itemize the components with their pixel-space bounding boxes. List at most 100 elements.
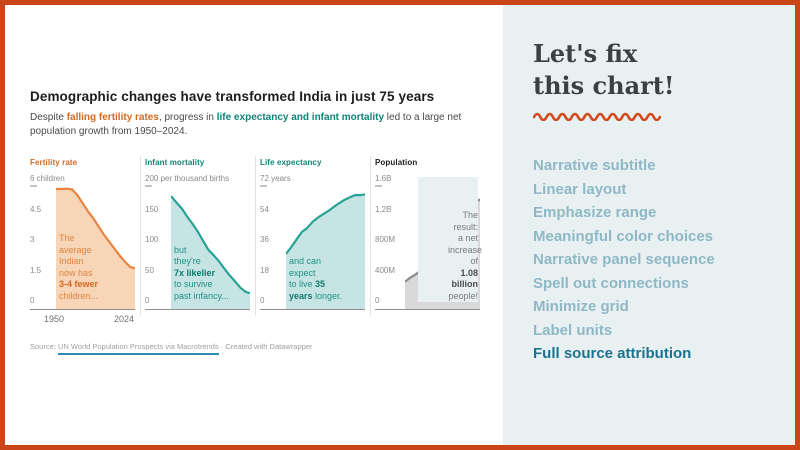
annotation-segment: expect: [289, 267, 316, 278]
chart-panel-infant-mortality: Infant mortality 200 per thousand births 1…: [145, 158, 250, 324]
annotation-line: 1.08 billion: [448, 267, 479, 291]
fix-title-line2: this chart!: [533, 71, 675, 100]
annotation-line: average: [59, 245, 109, 257]
chart-panel-life-expectancy: Life expectancy 72 years 54 36 18 0 and can exp…: [260, 158, 365, 324]
area-chart-svg: [171, 195, 250, 309]
fix-list-item: Narrative panel sequence: [533, 251, 715, 268]
y-axis-top-tick: 200 per thousand births: [145, 170, 250, 187]
fix-list-item: Linear layout: [533, 180, 627, 198]
annotation-line: increase of: [448, 245, 482, 268]
annotation-segment: result:: [453, 221, 478, 232]
source-prefix: Source:: [30, 342, 58, 351]
chart-panel-fertility-rate: Fertility rate 6 children 4.5 3 1.5 0 The avera…: [30, 158, 135, 324]
tick-value: 50: [145, 265, 154, 275]
fix-list-item: Spell out connections: [533, 274, 689, 292]
fix-title-line1: Let's fix: [533, 39, 638, 68]
annotation-segment: increase of: [448, 244, 483, 267]
tick-dash: [375, 185, 382, 187]
trend-line: [171, 195, 250, 295]
subtitle-segment: led to a large net population growth fro…: [30, 112, 462, 137]
annotation-line: now has: [59, 268, 109, 280]
tick-value: 150: [145, 204, 159, 214]
annotation-line: 3-4 fewer: [59, 279, 109, 291]
annotation-line: Indian: [59, 256, 109, 268]
tick-value: 1.2B: [375, 204, 392, 214]
annotation-segment: longer.: [312, 290, 343, 301]
tick-value: 1.5: [30, 265, 42, 275]
annotation-segment: they're: [174, 256, 201, 266]
annotation-line: The: [59, 233, 109, 245]
annotation-line: children...: [59, 291, 109, 303]
annotation-segment: people!: [448, 290, 478, 301]
annotation-segment: to live: [289, 279, 316, 289]
annotation-line: a net: [448, 233, 478, 245]
plot-surface: The average Indian now has 3-4 fewer children…: [56, 187, 135, 309]
annotation-line: but: [174, 245, 238, 257]
fix-list-item: Minimize grid: [533, 298, 629, 315]
chart-title: Demographic changes have transformed Ind…: [30, 89, 435, 104]
x-tick-label: 1950: [44, 314, 65, 324]
y-axis-labels: 4.5 3 1.5 0: [30, 187, 56, 309]
y-tick: 3: [30, 235, 34, 245]
unit-text: children: [34, 174, 65, 183]
annotation-line: to survive: [174, 279, 238, 291]
chart-annotation: and can expect to live 35 years longer.: [289, 256, 351, 302]
subtitle-segment: , progress in: [158, 112, 217, 123]
tick-value: 0: [30, 296, 35, 305]
y-tick: 100: [145, 235, 158, 245]
panel-title: Population: [375, 158, 418, 167]
annotation-segment: a net: [457, 233, 478, 243]
annotation-segment: 1.08 billion: [451, 267, 479, 290]
y-axis-top-tick: 6 children: [30, 170, 135, 187]
y-tick: 54: [260, 205, 269, 215]
annotation-line: expect: [289, 268, 351, 280]
annotation-segment: past infancy...: [174, 290, 229, 301]
y-axis-labels: 1.2B 800M 400M 0: [375, 187, 405, 309]
x-axis-labels: 1950 2024: [44, 314, 135, 324]
plot-surface: The result: a net increase of 1.08 billion pe…: [405, 177, 482, 309]
fix-list-item: Meaningful color choices: [533, 227, 714, 245]
source-line: Source: UN World Population Prospects vi…: [30, 342, 503, 355]
annotation-segment: years: [289, 290, 313, 301]
annotation-segment: average: [59, 244, 92, 255]
annotation-segment: 7x likelier: [174, 267, 216, 278]
y-tick: 18: [260, 266, 269, 276]
panel-title: Fertility rate: [30, 158, 78, 167]
chart-panel-population: Population 1.6B 1.2B 800M 400M 0 The result: a n…: [375, 158, 482, 324]
annotation-segment: 35: [315, 279, 326, 289]
tick-value: 3: [30, 235, 35, 244]
tick-value: 200: [145, 174, 159, 183]
tick-value: 100: [145, 235, 159, 244]
annotation-segment: and can: [289, 256, 322, 266]
annotation-segment: The: [462, 210, 478, 220]
y-axis-unit-label: 200 per thousand births: [145, 174, 229, 183]
chart-annotation: but they're 7x likelier to survive past infa…: [174, 245, 238, 303]
y-tick: 0: [375, 296, 379, 306]
fix-panel-title: Let's fix this chart!: [533, 38, 795, 102]
y-tick: 800M: [375, 235, 395, 245]
fix-panel: Let's fix this chart! Narrative subtitle L…: [503, 5, 795, 445]
y-axis-labels: 150 100 50 0: [145, 187, 171, 309]
area-chart-svg: [286, 193, 365, 309]
annotation-segment: now has: [59, 267, 93, 278]
chart-subtitle: Despite falling fertility rates, progres…: [30, 111, 490, 139]
tick-value: 4.5: [30, 204, 42, 214]
tick-value: 1.6B: [375, 174, 392, 183]
trend-line: [56, 187, 135, 270]
tick-value: 54: [260, 204, 269, 214]
fix-list-item: Full source attribution: [533, 345, 692, 362]
trend-line: [286, 193, 365, 255]
y-tick: 1.5: [30, 266, 41, 276]
plot-area: 150 100 50 0 but they're 7x likelier to survive…: [145, 187, 250, 310]
area-fill: [56, 188, 135, 309]
chart-annotation: The average Indian now has 3-4 fewer children…: [59, 233, 109, 302]
y-axis-unit-label: 72 years: [260, 174, 291, 183]
area-fill: [286, 194, 365, 309]
y-tick: 400M: [375, 266, 395, 276]
source-link[interactable]: UN World Population Prospects via Macrot…: [57, 342, 219, 355]
y-tick: 36: [260, 235, 269, 245]
unit-text: per thousand births: [158, 174, 230, 183]
tick-value: 72: [260, 174, 269, 183]
subtitle-segment: Despite: [30, 112, 67, 123]
